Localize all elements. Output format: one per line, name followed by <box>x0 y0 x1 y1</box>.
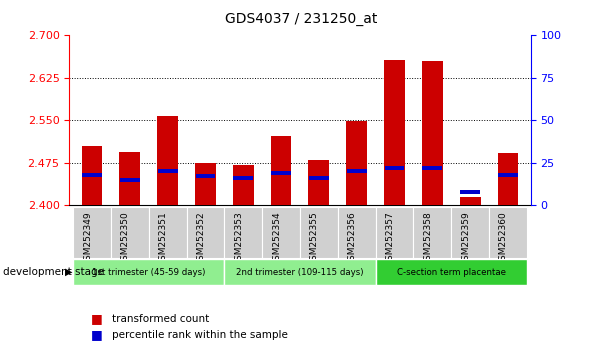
Bar <box>497 153 519 205</box>
Bar <box>224 207 262 258</box>
Text: GSM252349: GSM252349 <box>83 211 92 266</box>
Bar <box>195 175 215 178</box>
Text: GSM252352: GSM252352 <box>197 211 206 266</box>
Text: GSM252358: GSM252358 <box>423 211 432 266</box>
Text: GSM252360: GSM252360 <box>499 211 508 266</box>
Bar <box>233 165 254 205</box>
Text: GSM252357: GSM252357 <box>385 211 394 266</box>
Bar <box>309 176 329 180</box>
Text: GSM252355: GSM252355 <box>310 211 319 266</box>
Bar <box>119 152 140 205</box>
Bar <box>73 207 111 258</box>
Text: percentile rank within the sample: percentile rank within the sample <box>112 330 288 339</box>
Bar <box>271 136 291 205</box>
Text: GDS4037 / 231250_at: GDS4037 / 231250_at <box>226 12 377 27</box>
Text: ▶: ▶ <box>65 267 72 277</box>
Bar <box>73 259 224 285</box>
Bar <box>81 146 103 205</box>
Bar <box>157 116 178 205</box>
Text: C-section term placentae: C-section term placentae <box>397 268 506 277</box>
Bar <box>460 190 480 194</box>
Bar <box>384 60 405 205</box>
Bar <box>498 173 518 177</box>
Text: GSM252356: GSM252356 <box>348 211 357 266</box>
Bar <box>195 163 216 205</box>
Text: 1st trimester (45-59 days): 1st trimester (45-59 days) <box>92 268 206 277</box>
Bar <box>224 259 376 285</box>
Bar <box>459 197 481 205</box>
Bar <box>300 207 338 258</box>
Bar <box>422 61 443 205</box>
Text: GSM252353: GSM252353 <box>235 211 243 266</box>
Text: ■: ■ <box>90 328 102 341</box>
Bar <box>111 207 149 258</box>
Bar <box>423 166 442 170</box>
Text: GSM252354: GSM252354 <box>272 211 281 266</box>
Text: transformed count: transformed count <box>112 314 209 324</box>
Bar <box>82 173 102 177</box>
Bar <box>489 207 527 258</box>
Bar <box>376 207 414 258</box>
Text: GSM252351: GSM252351 <box>159 211 168 266</box>
Bar <box>376 259 527 285</box>
Bar <box>158 169 177 173</box>
Text: development stage: development stage <box>3 267 104 277</box>
Bar <box>346 121 367 205</box>
Bar <box>262 207 300 258</box>
Text: GSM252350: GSM252350 <box>121 211 130 266</box>
Bar <box>271 171 291 175</box>
Bar <box>233 176 253 180</box>
Bar <box>149 207 186 258</box>
Bar <box>186 207 224 258</box>
Bar <box>385 166 405 170</box>
Bar <box>451 207 489 258</box>
Bar <box>120 178 140 182</box>
Bar <box>414 207 451 258</box>
Text: ■: ■ <box>90 312 102 325</box>
Text: GSM252359: GSM252359 <box>461 211 470 266</box>
Text: 2nd trimester (109-115 days): 2nd trimester (109-115 days) <box>236 268 364 277</box>
Bar <box>347 169 367 173</box>
Bar <box>338 207 376 258</box>
Bar <box>309 160 329 205</box>
